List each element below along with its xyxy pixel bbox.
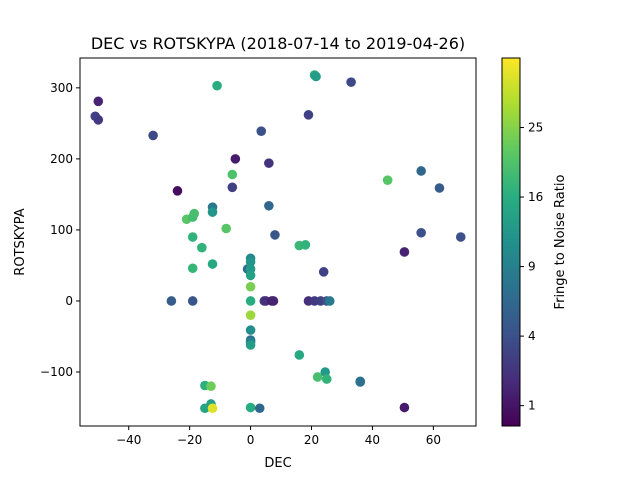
data-point <box>227 182 238 193</box>
data-point <box>254 403 265 414</box>
data-point <box>93 115 104 125</box>
y-axis-label: ROTSKYPA <box>13 208 28 275</box>
data-point <box>312 372 323 382</box>
x-tick-label: 20 <box>304 433 319 447</box>
data-point <box>300 240 311 250</box>
data-point <box>245 281 256 292</box>
data-point <box>166 296 177 306</box>
data-point <box>189 208 200 219</box>
y-tick-label: 200 <box>50 152 73 166</box>
points-layer <box>90 70 466 414</box>
data-point <box>187 232 198 242</box>
chart-title: DEC vs ROTSKYPA (2018-07-14 to 2019-04-2… <box>91 34 465 53</box>
data-point <box>346 77 356 87</box>
data-point <box>416 227 426 238</box>
data-point <box>399 402 410 413</box>
data-point <box>268 296 279 306</box>
data-point <box>264 200 274 211</box>
data-point <box>311 71 321 82</box>
data-point <box>324 296 335 306</box>
y-axis: −100 0 100 200 300 <box>40 81 80 379</box>
data-point <box>212 80 222 91</box>
x-tick-label: 40 <box>365 433 380 447</box>
data-point <box>264 158 274 168</box>
data-point <box>197 242 207 253</box>
colorbar-tick-label: 4 <box>528 329 536 343</box>
data-point <box>318 267 329 277</box>
data-point <box>455 232 466 242</box>
y-tick-label: 300 <box>50 81 73 95</box>
y-tick-label: −100 <box>40 365 73 379</box>
colorbar-ticks: 1 4 9 16 25 <box>520 121 543 413</box>
colorbar-tick-label: 25 <box>528 121 543 135</box>
data-point <box>207 403 218 414</box>
x-tick-label: −40 <box>116 433 141 447</box>
x-tick-label: 0 <box>247 433 255 447</box>
data-point <box>245 402 256 413</box>
data-point <box>93 96 104 107</box>
x-tick-label: 60 <box>426 433 441 447</box>
data-point <box>256 126 267 136</box>
data-point <box>245 257 256 267</box>
data-point <box>321 374 332 384</box>
data-point <box>207 207 218 217</box>
colorbar-label: Fringe to Noise Ratio <box>553 175 568 310</box>
data-point <box>187 296 198 306</box>
colorbar-gradient <box>501 57 521 427</box>
data-point <box>399 247 410 257</box>
data-point <box>245 325 256 335</box>
data-point <box>294 350 305 360</box>
data-point <box>355 377 366 387</box>
data-point <box>270 230 280 240</box>
plot-frame <box>79 57 477 427</box>
data-point <box>230 154 241 164</box>
x-axis-label: DEC <box>264 456 291 471</box>
colorbar-tick-label: 9 <box>528 260 536 274</box>
data-point <box>227 169 238 180</box>
colorbar-tick-label: 16 <box>528 190 543 204</box>
data-point <box>434 183 445 193</box>
data-point <box>172 186 183 196</box>
data-point <box>245 310 256 320</box>
data-point <box>245 296 256 306</box>
data-point <box>221 223 232 234</box>
data-point <box>187 263 198 274</box>
plot-area <box>79 57 477 427</box>
data-point <box>303 110 314 120</box>
data-point <box>207 259 218 269</box>
data-point <box>382 175 393 185</box>
data-point <box>245 270 256 281</box>
data-point <box>148 130 158 141</box>
x-tick-label: −20 <box>177 433 202 447</box>
colorbar-tick-label: 1 <box>528 399 536 413</box>
data-point <box>416 166 426 176</box>
y-tick-label: 100 <box>50 223 73 237</box>
x-axis: −40 −20 0 20 40 60 <box>116 426 441 447</box>
data-point <box>206 381 216 392</box>
colorbar: 1 4 9 16 25 Fringe to Noise Ratio <box>501 57 568 427</box>
data-point <box>245 340 256 350</box>
y-tick-label: 0 <box>65 294 73 308</box>
